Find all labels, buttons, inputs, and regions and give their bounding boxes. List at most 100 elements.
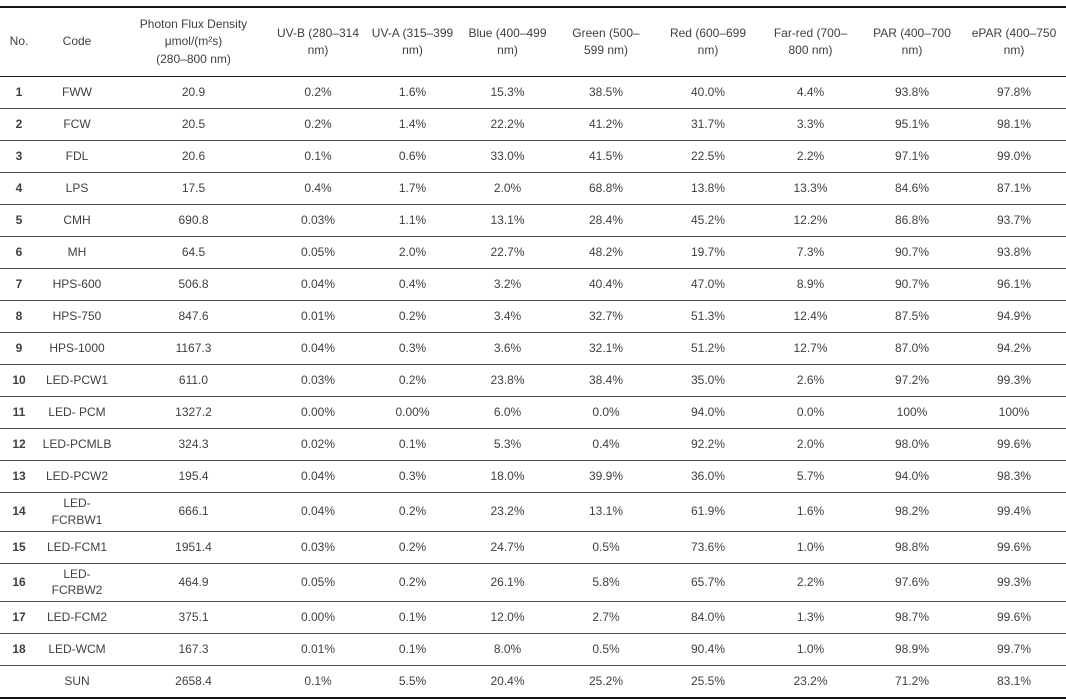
cell-green: 0.5% <box>555 531 657 564</box>
cell-par: 94.0% <box>862 460 962 493</box>
cell-uva: 1.7% <box>365 172 460 205</box>
cell-pfd: 1951.4 <box>116 531 271 564</box>
cell-farred: 8.9% <box>759 268 862 301</box>
column-header-farred: Far-red (700– 800 nm) <box>759 7 862 77</box>
column-header-no: No. <box>0 7 38 77</box>
table-row: 9 HPS-1000 1167.3 0.04% 0.3% 3.6% 32.1% 51.2% 12… <box>0 332 1066 365</box>
cell-epar: 94.9% <box>962 300 1066 333</box>
table-row: 8 HPS-750 847.6 0.01% 0.2% 3.4% 32.7% 51.3% 12.4… <box>0 300 1066 333</box>
cell-farred: 13.3% <box>759 172 862 205</box>
cell-code: LED-FCM1 <box>38 531 116 564</box>
cell-uva: 0.2% <box>365 364 460 397</box>
cell-green: 32.7% <box>555 300 657 333</box>
cell-uva: 0.2% <box>365 531 460 564</box>
cell-epar: 93.7% <box>962 204 1066 237</box>
cell-pfd: 17.5 <box>116 172 271 205</box>
cell-pfd: 20.9 <box>116 76 271 109</box>
cell-epar: 96.1% <box>962 268 1066 301</box>
cell-blue: 6.0% <box>460 396 555 429</box>
cell-code: LED-WCM <box>38 633 116 667</box>
cell-green: 2.7% <box>555 601 657 635</box>
cell-no: 3 <box>0 140 38 173</box>
cell-blue: 33.0% <box>460 140 555 173</box>
cell-epar: 97.8% <box>962 76 1066 109</box>
cell-uvb: 0.05% <box>271 563 365 603</box>
cell-no: 8 <box>0 300 38 333</box>
cell-par: 98.9% <box>862 633 962 667</box>
cell-green: 38.4% <box>555 364 657 397</box>
cell-red: 84.0% <box>657 601 759 635</box>
cell-par: 90.7% <box>862 268 962 301</box>
table-row: 10 LED-PCW1 611.0 0.03% 0.2% 23.8% 38.4% 35.0% 2… <box>0 364 1066 397</box>
table-row: 7 HPS-600 506.8 0.04% 0.4% 3.2% 40.4% 47.0% 8.9%… <box>0 268 1066 301</box>
cell-uva: 0.1% <box>365 633 460 667</box>
cell-uvb: 0.03% <box>271 204 365 237</box>
cell-red: 35.0% <box>657 364 759 397</box>
cell-blue: 22.2% <box>460 108 555 141</box>
table-row: 17 LED-FCM2 375.1 0.00% 0.1% 12.0% 2.7% 84.0% 1.… <box>0 601 1066 635</box>
cell-blue: 24.7% <box>460 531 555 564</box>
cell-farred: 2.0% <box>759 428 862 461</box>
cell-no: 16 <box>0 563 38 603</box>
cell-uva: 0.4% <box>365 268 460 301</box>
cell-farred: 2.2% <box>759 563 862 603</box>
cell-red: 61.9% <box>657 492 759 532</box>
cell-blue: 20.4% <box>460 665 555 699</box>
cell-code: CMH <box>38 204 116 237</box>
cell-green: 32.1% <box>555 332 657 365</box>
cell-blue: 3.6% <box>460 332 555 365</box>
cell-blue: 18.0% <box>460 460 555 493</box>
light-spectrum-table: No. Code Photon Flux Density μmol/(m²s) … <box>0 6 1066 699</box>
cell-green: 41.2% <box>555 108 657 141</box>
cell-uvb: 0.05% <box>271 236 365 269</box>
cell-code: FWW <box>38 76 116 109</box>
cell-par: 98.7% <box>862 601 962 635</box>
cell-uvb: 0.2% <box>271 108 365 141</box>
cell-red: 73.6% <box>657 531 759 564</box>
cell-uvb: 0.01% <box>271 633 365 667</box>
cell-pfd: 324.3 <box>116 428 271 461</box>
cell-par: 93.8% <box>862 76 962 109</box>
column-header-par: PAR (400–700 nm) <box>862 7 962 77</box>
table-row: 12 LED-PCMLB 324.3 0.02% 0.1% 5.3% 0.4% 92.2% 2.… <box>0 428 1066 461</box>
cell-green: 5.8% <box>555 563 657 603</box>
cell-code: HPS-600 <box>38 268 116 301</box>
table-row: 14 LED-FCRBW1 666.1 0.04% 0.2% 23.2% 13.1% 61.9… <box>0 492 1066 532</box>
cell-code: LED- PCM <box>38 396 116 429</box>
cell-farred: 7.3% <box>759 236 862 269</box>
cell-blue: 3.2% <box>460 268 555 301</box>
table-row: 18 LED-WCM 167.3 0.01% 0.1% 8.0% 0.5% 90.4% 1.0%… <box>0 633 1066 667</box>
column-header-blue: Blue (400–499 nm) <box>460 7 555 77</box>
cell-no: 12 <box>0 428 38 461</box>
cell-pfd: 1167.3 <box>116 332 271 365</box>
cell-code: LED-PCW2 <box>38 460 116 493</box>
cell-par: 87.5% <box>862 300 962 333</box>
cell-green: 0.4% <box>555 428 657 461</box>
cell-red: 19.7% <box>657 236 759 269</box>
table-row: 4 LPS 17.5 0.4% 1.7% 2.0% 68.8% 13.8% 13.3% 84.6%… <box>0 172 1066 205</box>
cell-epar: 100% <box>962 396 1066 429</box>
cell-par: 100% <box>862 396 962 429</box>
cell-uva: 5.5% <box>365 665 460 699</box>
cell-code: LED-PCMLB <box>38 428 116 461</box>
cell-red: 90.4% <box>657 633 759 667</box>
cell-pfd: 20.6 <box>116 140 271 173</box>
table-row: 1 FWW 20.9 0.2% 1.6% 15.3% 38.5% 40.0% 4.4% 93.8%… <box>0 76 1066 109</box>
cell-red: 47.0% <box>657 268 759 301</box>
cell-par: 98.2% <box>862 492 962 532</box>
cell-code: MH <box>38 236 116 269</box>
cell-green: 38.5% <box>555 76 657 109</box>
cell-par: 84.6% <box>862 172 962 205</box>
cell-uva: 1.4% <box>365 108 460 141</box>
cell-uva: 1.1% <box>365 204 460 237</box>
cell-red: 51.2% <box>657 332 759 365</box>
column-header-uvb: UV-B (280–314 nm) <box>271 7 365 77</box>
cell-epar: 94.2% <box>962 332 1066 365</box>
cell-uva: 2.0% <box>365 236 460 269</box>
cell-red: 36.0% <box>657 460 759 493</box>
cell-green: 39.9% <box>555 460 657 493</box>
cell-pfd: 847.6 <box>116 300 271 333</box>
table-row: 6 MH 64.5 0.05% 2.0% 22.7% 48.2% 19.7% 7.3% 90.7%… <box>0 236 1066 269</box>
cell-uvb: 0.00% <box>271 396 365 429</box>
